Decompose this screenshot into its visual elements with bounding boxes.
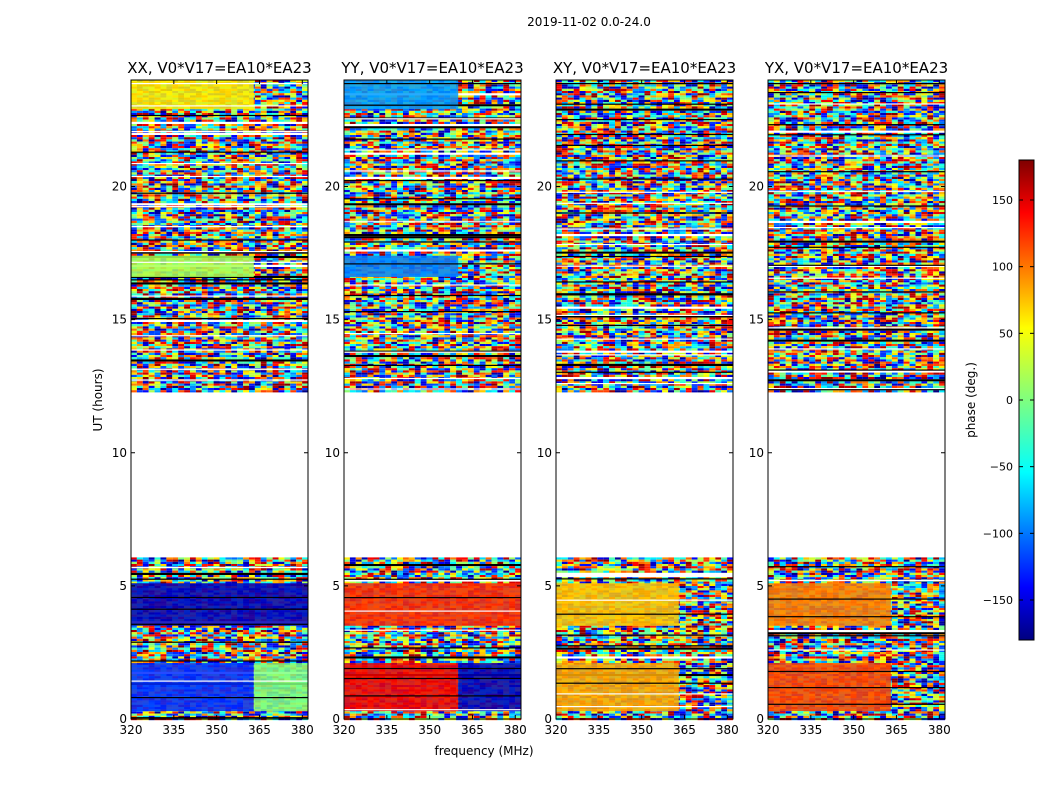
x-tick-label: 350 <box>418 723 441 737</box>
phase-region <box>556 663 679 711</box>
y-tick-label: 0 <box>119 712 127 726</box>
phase-region <box>131 256 254 277</box>
colorbar-tick-label: −150 <box>983 594 1013 607</box>
colorbar-label: phase (deg.) <box>964 362 978 438</box>
x-tick-label: 365 <box>673 723 696 737</box>
y-tick-label: 0 <box>756 712 764 726</box>
phase-region <box>556 583 679 626</box>
x-tick-label: 350 <box>630 723 653 737</box>
y-tick-label: 10 <box>537 446 552 460</box>
phase-region <box>131 80 254 109</box>
y-tick-label: 5 <box>119 579 127 593</box>
phase-region <box>768 583 891 626</box>
x-tick-label: 335 <box>375 723 398 737</box>
y-tick-label: 20 <box>537 180 552 194</box>
phase-region <box>344 256 458 277</box>
phase-region <box>344 583 521 626</box>
y-tick-label: 10 <box>325 446 340 460</box>
phase-region <box>131 583 308 626</box>
panel-title: YX, V0*V17=EA10*EA23 <box>764 59 948 77</box>
figure-canvas: 2019-11-02 0.0-24.0 UT (hours) frequency… <box>0 0 1050 800</box>
colorbar: phase (deg.) 150 100 50 0 −50 −100 −150 <box>964 160 1034 640</box>
y-tick-label: 5 <box>756 579 764 593</box>
x-tick-label: 380 <box>291 723 314 737</box>
y-tick-label: 15 <box>112 313 127 327</box>
x-tick-label: 380 <box>928 723 951 737</box>
x-tick-label: 350 <box>205 723 228 737</box>
colorbar-tick-label: −50 <box>990 461 1013 474</box>
x-tick-label: 365 <box>461 723 484 737</box>
panel-title: XX, V0*V17=EA10*EA23 <box>127 59 311 77</box>
x-tick-label: 380 <box>716 723 739 737</box>
phase-region <box>344 663 458 711</box>
x-tick-label: 335 <box>799 723 822 737</box>
y-tick-label: 0 <box>544 712 552 726</box>
y-axis-label: UT (hours) <box>91 368 105 431</box>
x-tick-label: 365 <box>885 723 908 737</box>
y-tick-label: 15 <box>749 313 764 327</box>
y-tick-label: 20 <box>112 180 127 194</box>
y-tick-label: 0 <box>332 712 340 726</box>
x-tick-label: 350 <box>842 723 865 737</box>
x-tick-label: 335 <box>162 723 185 737</box>
colorbar-tick-label: 100 <box>992 261 1013 274</box>
y-tick-label: 15 <box>537 313 552 327</box>
x-tick-label: 380 <box>504 723 527 737</box>
panel-title: XY, V0*V17=EA10*EA23 <box>553 59 736 77</box>
y-tick-label: 20 <box>325 180 340 194</box>
y-tick-label: 15 <box>325 313 340 327</box>
y-tick-label: 5 <box>332 579 340 593</box>
y-tick-label: 20 <box>749 180 764 194</box>
figure-suptitle: 2019-11-02 0.0-24.0 <box>527 15 651 29</box>
phase-region <box>254 663 308 711</box>
colorbar-tick-label: 150 <box>992 194 1013 207</box>
phase-region <box>458 663 521 711</box>
y-tick-label: 5 <box>544 579 552 593</box>
panel-title: YY, V0*V17=EA10*EA23 <box>340 59 523 77</box>
colorbar-tick-label: −100 <box>983 527 1013 540</box>
x-axis-label: frequency (MHz) <box>434 744 533 758</box>
phase-region <box>131 663 254 711</box>
x-tick-label: 365 <box>248 723 271 737</box>
colorbar-tick-label: 50 <box>999 327 1013 340</box>
y-tick-label: 10 <box>112 446 127 460</box>
y-tick-label: 10 <box>749 446 764 460</box>
colorbar-tick-label: 0 <box>1006 394 1013 407</box>
x-tick-label: 335 <box>587 723 610 737</box>
